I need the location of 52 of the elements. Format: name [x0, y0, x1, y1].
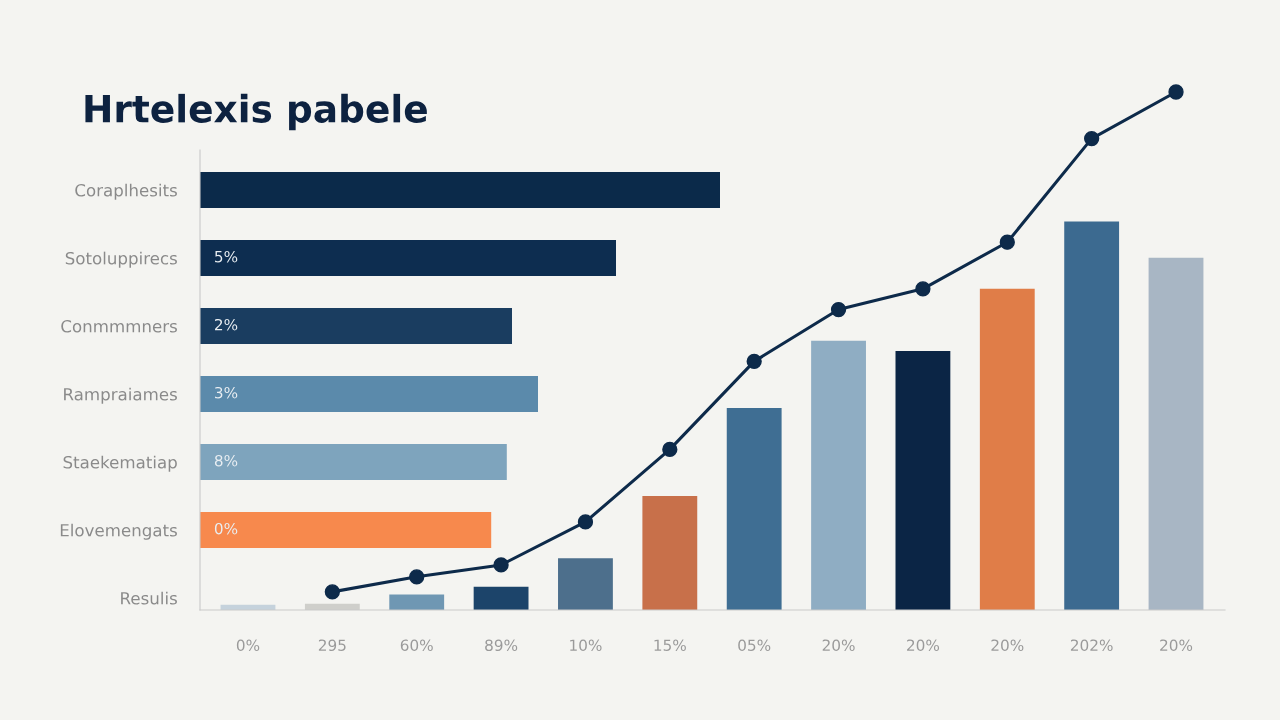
x-tick-label: 20% — [907, 639, 940, 651]
bar — [811, 340, 866, 610]
point — [662, 441, 678, 458]
y-tick-label: Rampraiames — [64, 387, 177, 404]
point — [746, 353, 762, 369]
bar — [1148, 257, 1204, 610]
x-tick-label: 60% — [400, 639, 433, 651]
bar — [200, 511, 492, 549]
x-tick-label: 05% — [738, 639, 771, 651]
annotation: 5% — [215, 250, 238, 263]
point — [324, 584, 340, 600]
bar — [200, 307, 512, 345]
x-tick-label: 10% — [570, 639, 602, 651]
annotation: 2% — [215, 318, 238, 331]
y-tick-label: Sotoluppirecs — [65, 251, 177, 268]
annotation: 0% — [214, 522, 238, 535]
x-tick-label: 0% — [236, 639, 260, 651]
bar — [642, 496, 698, 610]
point — [830, 301, 847, 318]
bar — [1064, 221, 1120, 610]
y-tick-label: Resulis — [121, 591, 177, 605]
point — [409, 569, 425, 585]
point — [915, 281, 931, 297]
point — [577, 514, 594, 530]
y-tick-label: Elovemengats — [60, 523, 177, 540]
bar — [200, 443, 507, 481]
point — [493, 557, 509, 573]
x-tick-label: 15% — [654, 639, 686, 651]
bar — [200, 239, 616, 277]
bar — [558, 558, 613, 610]
bar — [726, 407, 782, 610]
x-tick-label: 20% — [991, 639, 1024, 651]
y-tick-label: Conmmmners — [61, 319, 177, 333]
bar — [895, 351, 951, 610]
chart-title: Hrtelexis pabele — [85, 93, 427, 131]
x-tick-label: 20% — [822, 639, 855, 651]
annotation: 8% — [214, 454, 238, 467]
x-tick-label: 202% — [1070, 639, 1113, 651]
bar — [200, 375, 538, 413]
x-tick-label: 295 — [318, 639, 346, 651]
annotation: 3% — [215, 386, 238, 399]
x-tick-label: 20% — [1160, 639, 1193, 651]
point — [1084, 130, 1100, 147]
y-tick-label: Staekematiap — [63, 455, 177, 472]
bar — [979, 288, 1035, 610]
x-tick-label: 89% — [485, 639, 518, 651]
y-tick-label: Coraplhesits — [75, 183, 177, 200]
point — [999, 234, 1015, 250]
bar — [389, 594, 445, 610]
point — [1168, 84, 1184, 100]
bar — [473, 586, 529, 610]
bar — [200, 171, 720, 209]
